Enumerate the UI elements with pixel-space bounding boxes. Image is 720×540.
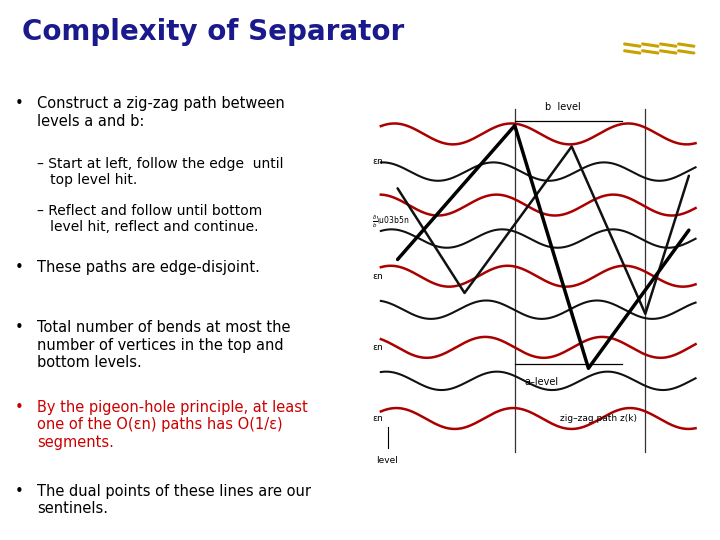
- Text: – Reflect and follow until bottom
   level hit, reflect and continue.: – Reflect and follow until bottom level …: [37, 204, 262, 234]
- Text: εn: εn: [372, 272, 383, 281]
- Text: By the pigeon-hole principle, at least
one of the O(εn) paths has O(1/ε)
segment: By the pigeon-hole principle, at least o…: [37, 400, 308, 450]
- Text: •: •: [15, 484, 24, 499]
- Text: εn: εn: [372, 414, 383, 423]
- Text: a–level: a–level: [525, 377, 559, 387]
- Text: •: •: [15, 96, 24, 111]
- Text: •: •: [15, 260, 24, 275]
- Text: UCSB: UCSB: [635, 15, 686, 32]
- Text: Complexity of Separator: Complexity of Separator: [22, 18, 404, 46]
- Text: level: level: [377, 456, 398, 465]
- Text: Total number of bends at most the
number of vertices in the top and
bottom level: Total number of bends at most the number…: [37, 320, 291, 370]
- Text: The dual points of these lines are our
sentinels.: The dual points of these lines are our s…: [37, 484, 311, 516]
- Text: •: •: [15, 320, 24, 335]
- Text: These paths are edge-disjoint.: These paths are edge-disjoint.: [37, 260, 260, 275]
- Text: – Start at left, follow the edge  until
   top level hit.: – Start at left, follow the edge until t…: [37, 157, 284, 187]
- Text: Construct a zig-zag path between
levels a and b:: Construct a zig-zag path between levels …: [37, 96, 285, 129]
- Text: εn: εn: [372, 157, 383, 166]
- Text: •: •: [15, 400, 24, 415]
- Text: εn: εn: [372, 343, 383, 352]
- Text: zig–zag path z(k): zig–zag path z(k): [560, 414, 637, 423]
- Text: $\frac{\delta}{b}$\u03b5n: $\frac{\delta}{b}$\u03b5n: [372, 214, 410, 230]
- Text: b  level: b level: [545, 102, 580, 112]
